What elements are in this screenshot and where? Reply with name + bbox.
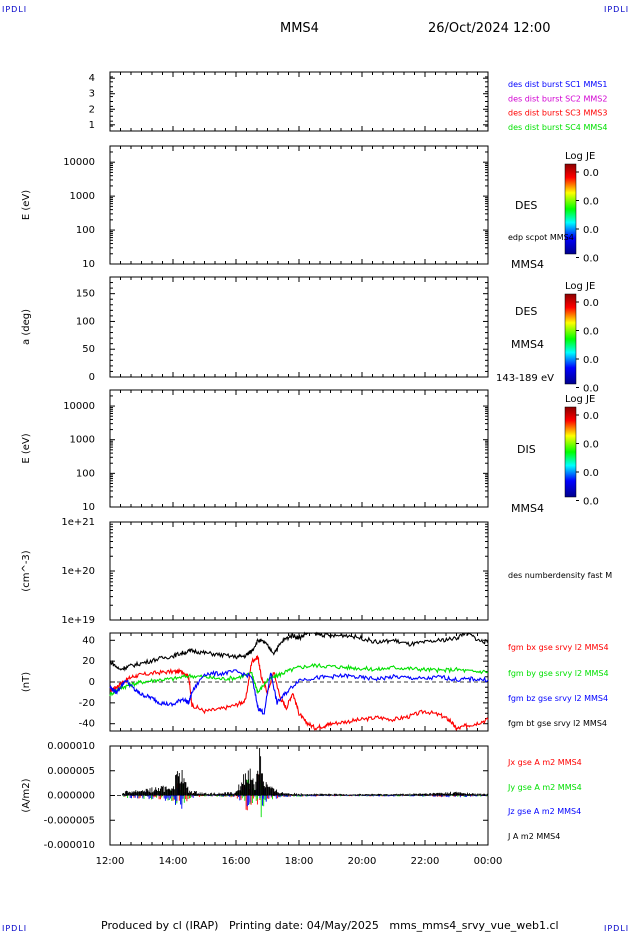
x-tick-label: 12:00	[96, 856, 125, 867]
y-tick-label-b: -20	[79, 698, 95, 709]
y-axis-title-pitch: a (deg)	[21, 309, 32, 345]
series-spikes-j-total	[122, 748, 488, 796]
right-label-energy-band: 143-189 eV	[496, 373, 554, 384]
right-label-des-pa: DES	[515, 305, 537, 318]
y-axis-title-b: (nT)	[21, 672, 32, 692]
y-tick-label-dis-e: 1000	[70, 435, 95, 446]
y-tick-label-des-e: 1000	[70, 191, 95, 202]
corner-mark-bottom-left: IPDLI	[2, 924, 28, 933]
series-line-0	[109, 654, 489, 731]
legend-entry-sc3: des dist burst SC3 MMS3	[508, 109, 607, 118]
corner-mark-top-right: IPDLI	[604, 5, 630, 14]
y-tick-label-pa: 150	[76, 289, 95, 300]
y-tick-label-j: 0.000000	[47, 791, 95, 802]
colorbar-dis-e	[564, 406, 577, 498]
colorbar-tick-label-dis-e: 0.0	[583, 411, 599, 422]
y-tick-label-dens: 1e+21	[61, 517, 95, 528]
y-tick-label-b: -40	[79, 719, 95, 730]
x-tick-label: 00:00	[474, 856, 503, 867]
y-tick-label-j: 0.000010	[47, 741, 95, 752]
date-title: 26/Oct/2024 12:00	[428, 21, 551, 36]
y-tick-label-j: -0.000010	[44, 840, 95, 851]
legend-entry-b-2: fgm bz gse srvy l2 MMS4	[508, 694, 608, 703]
x-tick-label: 20:00	[348, 856, 377, 867]
colorbar-des-e	[564, 163, 577, 255]
corner-mark-bottom-right: IPDLI	[604, 924, 630, 933]
colorbar-tick-label-pa: 0.0	[583, 327, 599, 338]
colorbar-title-dis-e: Log JE	[565, 394, 595, 405]
y-tick-label-pa: 0	[89, 372, 95, 383]
spacecraft-title: MMS4	[280, 21, 319, 36]
colorbar-tick-label-dis-e: 0.0	[583, 440, 599, 451]
y-tick-label-sc: 1	[89, 120, 95, 131]
series-line-1	[109, 662, 489, 697]
y-tick-label-des-e: 100	[76, 225, 95, 236]
x-tick-label: 22:00	[411, 856, 440, 867]
legend-entry-density: des numberdensity fast M	[508, 571, 612, 580]
series-line-3	[109, 631, 489, 672]
panel-frame-0	[109, 71, 489, 132]
right-label-mms4-c: MMS4	[511, 502, 544, 515]
right-label-mms4-a: MMS4	[511, 258, 544, 271]
colorbar-tick-label-des-e: 0.0	[583, 225, 599, 236]
panel-frame-1	[109, 145, 489, 265]
y-tick-label-des-e: 10000	[63, 157, 95, 168]
colorbar-tick-label-dis-e: 0.0	[583, 468, 599, 479]
right-label-mms4-b: MMS4	[511, 338, 544, 351]
colorbar-tick-label-pa: 0.0	[583, 355, 599, 366]
colorbar-tick-label-pa: 0.0	[583, 298, 599, 309]
colorbar-pa	[564, 293, 577, 385]
legend-entry-b-1: fgm by gse srvy l2 MMS4	[508, 669, 609, 678]
x-tick-label: 16:00	[222, 856, 251, 867]
y-tick-label-j: -0.000005	[44, 815, 95, 826]
legend-entry-j-3: J A m2 MMS4	[507, 832, 560, 841]
y-tick-label-des-e: 10	[82, 259, 95, 270]
right-label-scpot: edp scpot MMS4	[508, 233, 574, 242]
panel-frame-3	[109, 389, 489, 508]
y-tick-label-pa: 50	[82, 344, 95, 355]
y-axis-title-des-energy: E (eV)	[21, 190, 32, 220]
y-tick-label-dens: 1e+20	[61, 566, 95, 577]
y-tick-label-sc: 4	[89, 73, 95, 84]
legend-entry-sc1: des dist burst SC1 MMS1	[508, 80, 607, 89]
series-line-2	[109, 669, 489, 715]
colorbar-tick-label-pa: 0.0	[583, 384, 599, 395]
legend-entry-sc4: des dist burst SC4 MMS4	[508, 123, 607, 132]
y-tick-label-b: 40	[82, 635, 95, 646]
y-tick-label-dis-e: 100	[76, 468, 95, 479]
y-tick-label-sc: 2	[89, 104, 95, 115]
right-label-des: DES	[515, 199, 537, 212]
panel-frame-2	[109, 276, 489, 378]
legend-entry-b-3: fgm bt gse srvy l2 MMS4	[508, 719, 607, 728]
y-tick-label-dis-e: 10000	[63, 401, 95, 412]
colorbar-tick-label-dis-e: 0.0	[583, 497, 599, 508]
y-axis-title-j: (A/m2)	[21, 778, 32, 812]
y-tick-label-dens: 1e+19	[61, 615, 95, 626]
x-tick-label: 14:00	[159, 856, 188, 867]
legend-entry-j-2: Jz gse A m2 MMS4	[507, 807, 581, 816]
y-tick-label-dis-e: 10	[82, 502, 95, 513]
y-tick-label-sc: 3	[89, 89, 95, 100]
y-tick-label-j: 0.000005	[47, 766, 95, 777]
y-axis-title-density: (cm^-3)	[21, 550, 32, 591]
y-axis-title-dis-energy: E (eV)	[21, 433, 32, 463]
corner-mark-top-left: IPDLI	[2, 5, 28, 14]
colorbar-tick-label-des-e: 0.0	[583, 168, 599, 179]
y-tick-label-b: 0	[89, 677, 95, 688]
legend-entry-j-1: Jy gse A m2 MMS4	[507, 783, 582, 792]
legend-entry-j-0: Jx gse A m2 MMS4	[507, 758, 582, 767]
colorbar-title-pa: Log JE	[565, 281, 595, 292]
legend-entry-sc2: des dist burst SC2 MMS2	[508, 94, 607, 103]
colorbar-tick-label-des-e: 0.0	[583, 197, 599, 208]
y-tick-label-b: 20	[82, 656, 95, 667]
colorbar-title-des-e: Log JE	[565, 151, 595, 162]
y-tick-label-pa: 100	[76, 316, 95, 327]
colorbar-tick-label-des-e: 0.0	[583, 254, 599, 265]
x-tick-label: 18:00	[285, 856, 314, 867]
right-label-dis: DIS	[517, 443, 536, 456]
panel-frame-4	[109, 521, 489, 621]
legend-entry-b-0: fgm bx gse srvy l2 MMS4	[508, 643, 609, 652]
footer-credits: Produced by cl (IRAP) Printing date: 04/…	[101, 919, 559, 932]
